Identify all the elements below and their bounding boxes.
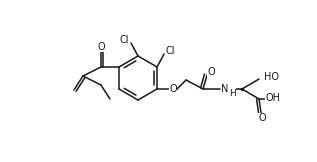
Text: H: H	[229, 88, 236, 98]
Text: O: O	[169, 84, 177, 94]
Text: Cl: Cl	[119, 35, 129, 45]
Text: O: O	[207, 67, 215, 77]
Text: N: N	[221, 84, 229, 94]
Text: OH: OH	[266, 93, 281, 103]
Text: O: O	[97, 42, 105, 52]
Text: O: O	[258, 113, 266, 123]
Text: HO: HO	[263, 72, 279, 82]
Text: Cl: Cl	[165, 46, 175, 56]
